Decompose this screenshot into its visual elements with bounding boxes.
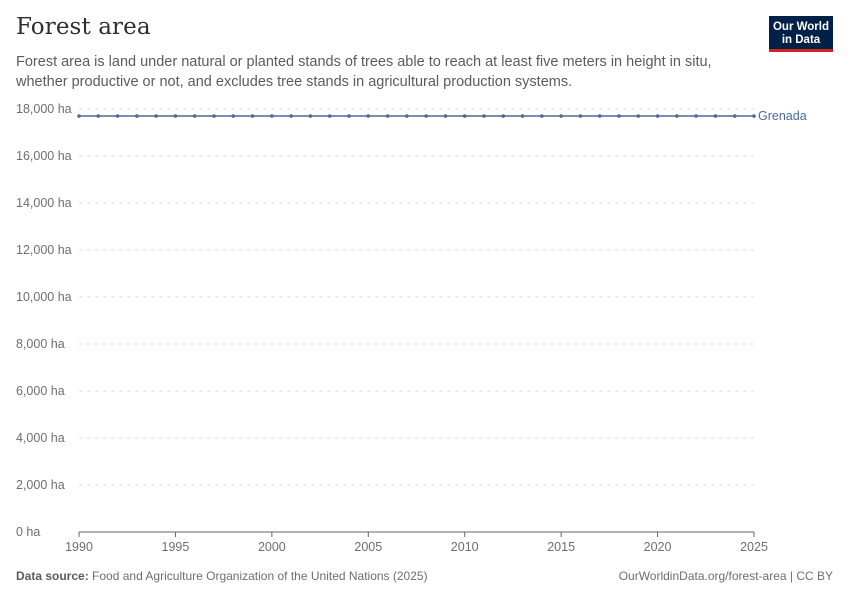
chart-title: Forest area <box>16 14 151 40</box>
gridlines <box>79 108 754 486</box>
data-point[interactable] <box>77 114 81 118</box>
y-tick-label: 18,000 ha <box>16 102 72 116</box>
y-tick-label: 6,000 ha <box>16 384 65 398</box>
logo-line-2: in Data <box>781 34 821 46</box>
y-tick-label: 0 ha <box>16 525 40 539</box>
data-point[interactable] <box>270 114 274 118</box>
data-point[interactable] <box>675 114 679 118</box>
data-source-label: Data source: <box>16 569 89 583</box>
x-tick-label: 2015 <box>547 540 575 554</box>
series-label-grenada[interactable]: Grenada <box>758 109 807 123</box>
data-point[interactable] <box>713 114 718 118</box>
x-tick-label: 1990 <box>65 540 93 554</box>
data-point[interactable] <box>115 114 120 118</box>
x-tick-label: 2020 <box>644 540 672 554</box>
y-tick-label: 2,000 ha <box>16 478 65 492</box>
data-point[interactable] <box>231 114 236 118</box>
data-source: Data source: Food and Agriculture Organi… <box>16 569 428 583</box>
data-point[interactable] <box>424 114 428 118</box>
data-point[interactable] <box>212 114 216 118</box>
data-point[interactable] <box>192 114 197 118</box>
data-point[interactable] <box>636 114 641 118</box>
data-point[interactable] <box>135 114 139 118</box>
x-tick-label: 2000 <box>258 540 286 554</box>
y-tick-label: 10,000 ha <box>16 290 72 304</box>
y-axis-ticks: 0 ha 2,000 ha 4,000 ha 6,000 ha 8,000 ha 10,0… <box>16 102 72 539</box>
x-tick-label: 2005 <box>354 540 382 554</box>
chart-subtitle: Forest area is land under natural or pla… <box>16 54 712 90</box>
x-axis: 1990 1995 2000 2005 2010 2015 2020 2025 <box>65 531 768 554</box>
data-point[interactable] <box>597 114 602 118</box>
data-point[interactable] <box>655 114 660 118</box>
data-point[interactable] <box>540 114 544 118</box>
logo-line-1: Our World <box>772 21 829 33</box>
data-point[interactable] <box>173 114 178 118</box>
data-point[interactable] <box>520 114 525 118</box>
data-point[interactable] <box>559 114 563 118</box>
credit-link[interactable]: OurWorldinData.org/forest-area | CC BY <box>618 569 833 583</box>
y-tick-label: 16,000 ha <box>16 149 72 163</box>
data-point[interactable] <box>694 114 698 118</box>
data-point[interactable] <box>327 114 332 118</box>
data-point[interactable] <box>250 114 255 118</box>
data-source-text[interactable]: Food and Agriculture Organization of the… <box>92 569 428 583</box>
data-point[interactable] <box>347 114 351 118</box>
y-tick-label: 4,000 ha <box>16 431 65 445</box>
series-group: Grenada <box>77 109 807 123</box>
data-point[interactable] <box>462 114 467 118</box>
y-tick-label: 14,000 ha <box>16 196 72 210</box>
data-point[interactable] <box>289 114 293 118</box>
x-tick-label: 2025 <box>740 540 768 554</box>
data-point[interactable] <box>617 114 621 118</box>
data-point[interactable] <box>154 114 158 118</box>
data-point[interactable] <box>308 114 313 118</box>
x-tick-label: 1995 <box>162 540 190 554</box>
y-tick-label: 12,000 ha <box>16 243 72 257</box>
owid-logo[interactable]: Our World in Data <box>769 16 833 52</box>
data-point[interactable] <box>443 114 448 118</box>
data-point[interactable] <box>405 114 409 118</box>
data-point[interactable] <box>752 114 756 118</box>
data-point[interactable] <box>578 114 583 118</box>
data-point[interactable] <box>96 114 101 118</box>
data-point[interactable] <box>732 114 737 118</box>
x-tick-label: 2010 <box>451 540 479 554</box>
data-point[interactable] <box>366 114 371 118</box>
data-point[interactable] <box>501 114 506 118</box>
data-point[interactable] <box>385 114 390 118</box>
data-point[interactable] <box>482 114 486 118</box>
y-tick-label: 8,000 ha <box>16 337 65 351</box>
